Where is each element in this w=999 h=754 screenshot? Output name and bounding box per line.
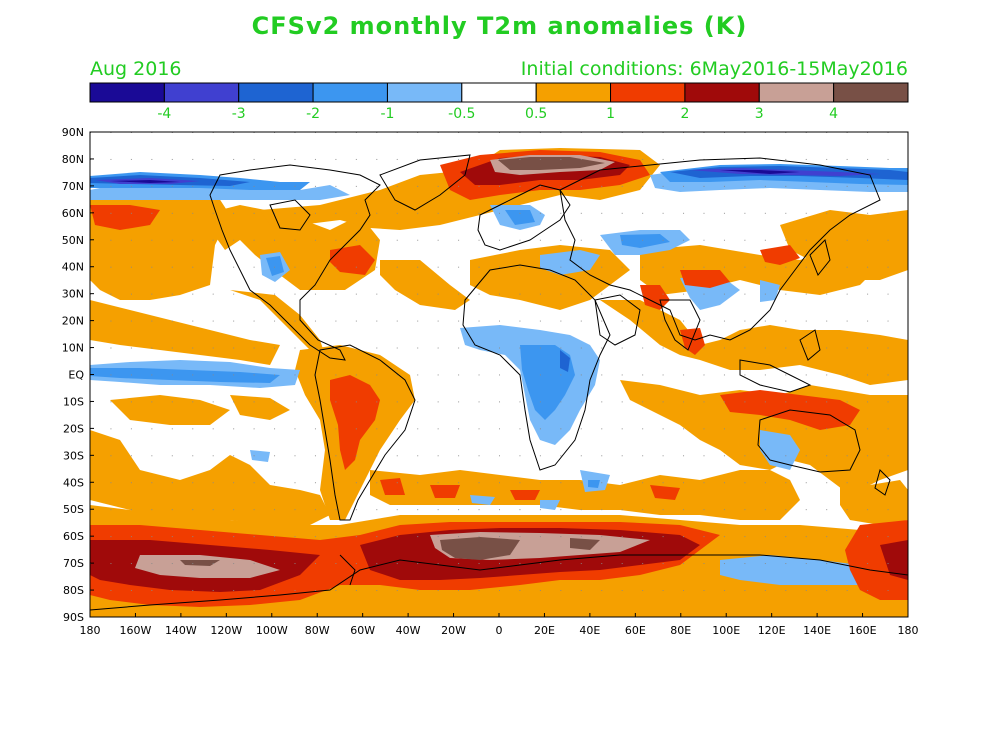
latitude-label: 50N	[62, 234, 84, 247]
latitude-label: 70S	[63, 557, 84, 570]
latitude-label: 70N	[62, 180, 84, 193]
latitude-label: EQ	[68, 369, 84, 382]
longitude-label: 100W	[256, 624, 288, 637]
longitude-axis: 180 160W 140W 120W 100W 80W 60W 40W 20W 0 20E 40E 60…	[80, 613, 919, 637]
latitude-label: 10N	[62, 342, 84, 355]
latitude-label: 60N	[62, 207, 84, 220]
longitude-label: 100E	[712, 624, 740, 637]
latitude-label: 20S	[63, 422, 84, 435]
longitude-label: 140E	[803, 624, 831, 637]
longitude-label: 160W	[120, 624, 152, 637]
colorbar-label: 1	[606, 106, 615, 122]
longitude-label: 140W	[165, 624, 197, 637]
latitude-label: 80S	[63, 584, 84, 597]
longitude-label: 0	[496, 624, 503, 637]
longitude-label: 60W	[350, 624, 375, 637]
latitude-label: 90N	[62, 126, 84, 139]
valid-month-label: Aug 2016	[90, 58, 182, 80]
colorbar-swatch-1	[163, 82, 240, 103]
latitude-label: 90S	[63, 611, 84, 624]
longitude-label: 160E	[849, 624, 877, 637]
colorbar-swatch-0	[89, 82, 165, 103]
colorbar-swatch-10	[833, 82, 909, 103]
longitude-label: 120E	[758, 624, 786, 637]
chart-title: CFSv2 monthly T2m anomalies (K)	[251, 12, 748, 40]
map-field	[90, 132, 908, 617]
initial-conditions-label: Initial conditions: 6May2016-15May2016	[520, 58, 908, 80]
colorbar-label: -2	[306, 106, 320, 122]
longitude-label: 180	[898, 624, 919, 637]
longitude-label: 80W	[305, 624, 330, 637]
colorbar-label: 2	[680, 106, 689, 122]
colorbar-swatch-6	[535, 82, 612, 103]
colorbar-label: -0.5	[448, 106, 475, 122]
latitude-label: 40N	[62, 261, 84, 274]
colorbar-label: -1	[380, 106, 394, 122]
colorbar	[89, 82, 909, 103]
latitude-axis: 90N 80N 70N 60N 50N 40N 30N 20N 10N EQ 10S 20S 30S 40…	[62, 126, 94, 624]
colorbar-swatch-8	[684, 82, 760, 103]
longitude-label: 20W	[441, 624, 466, 637]
latitude-label: 30N	[62, 288, 84, 301]
longitude-label: 20E	[534, 624, 555, 637]
colorbar-swatch-3	[312, 82, 388, 103]
latitude-label: 50S	[63, 503, 84, 516]
colorbar-labels: -4 -3 -2 -1 -0.5 0.5 1 2 3 4	[157, 106, 838, 122]
colorbar-swatch-5	[461, 82, 537, 103]
colorbar-swatch-4	[386, 82, 463, 103]
colorbar-label: 3	[755, 106, 764, 122]
latitude-label: 60S	[63, 530, 84, 543]
colorbar-label: -3	[232, 106, 246, 122]
longitude-label: 180	[80, 624, 101, 637]
longitude-label: 40W	[396, 624, 421, 637]
latitude-label: 40S	[63, 476, 84, 489]
longitude-label: 40E	[579, 624, 600, 637]
colorbar-swatch-2	[238, 82, 314, 103]
latitude-label: 20N	[62, 315, 84, 328]
colorbar-swatch-7	[610, 82, 686, 103]
longitude-label: 120W	[210, 624, 242, 637]
latitude-label: 80N	[62, 153, 84, 166]
longitude-label: 60E	[625, 624, 646, 637]
colorbar-label: 0.5	[525, 106, 547, 122]
longitude-label: 80E	[670, 624, 691, 637]
grid-dots	[90, 132, 908, 617]
coastlines	[90, 154, 908, 611]
colorbar-label: 4	[829, 106, 838, 122]
latitude-label: 10S	[63, 395, 84, 408]
colorbar-label: -4	[157, 106, 171, 122]
latitude-label: 30S	[63, 449, 84, 462]
colorbar-swatch-9	[758, 82, 835, 103]
